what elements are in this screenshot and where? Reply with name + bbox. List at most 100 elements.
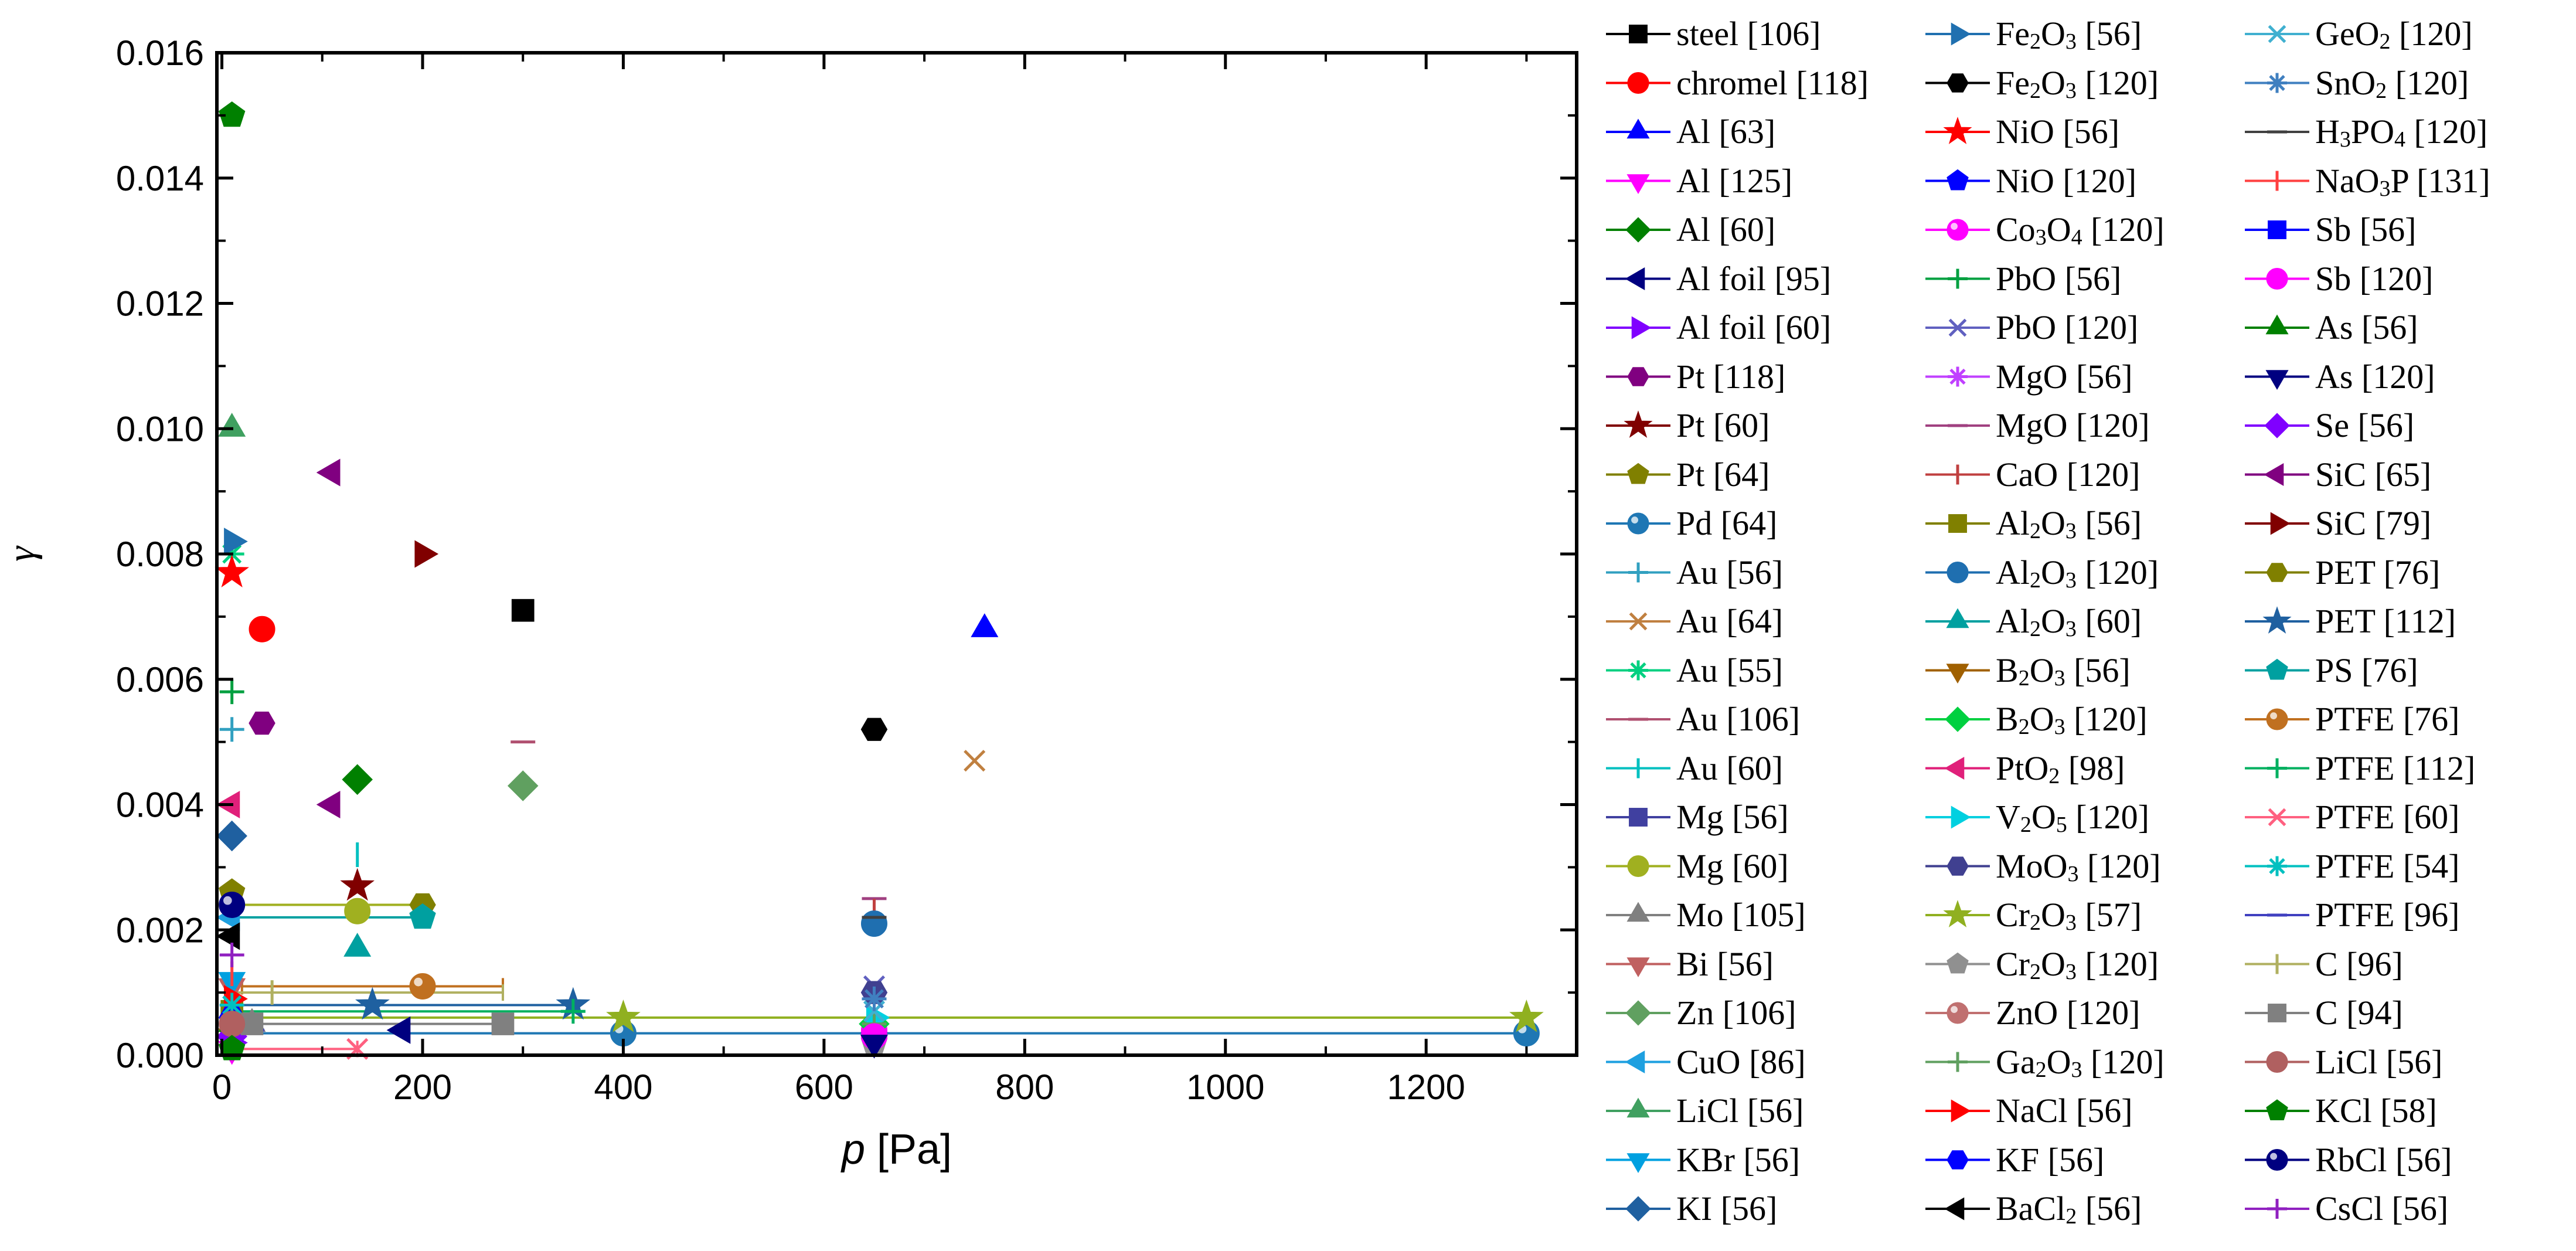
legend-label: Mg [56]	[1676, 798, 1789, 836]
legend-marker	[2264, 463, 2284, 487]
legend-label: chromel [118]	[1676, 63, 1869, 102]
legend-label: CaO [120]	[1996, 455, 2141, 494]
legend-item: B2O3 [56]	[1925, 651, 2131, 689]
legend-marker	[1948, 1052, 1968, 1072]
legend-marker	[2262, 606, 2292, 634]
legend-marker	[1627, 855, 1649, 877]
legend-marker	[1948, 366, 1968, 387]
data-point	[511, 599, 535, 622]
legend-marker	[2265, 370, 2289, 390]
legend-label: PTFE [96]	[2315, 896, 2460, 934]
legend-item: Cr2O3 [57]	[1925, 896, 2142, 935]
legend-marker	[1627, 367, 1649, 386]
legend-item: RbCl [56]	[2245, 1140, 2452, 1179]
legend-label: V2O5 [120]	[1996, 798, 2149, 837]
legend-label: Al [125]	[1676, 161, 1793, 200]
legend-marker	[1624, 410, 1653, 438]
legend-item: PTFE [96]	[2245, 896, 2460, 934]
legend-item: MoO3 [120]	[1925, 847, 2161, 886]
legend-item: Pt [60]	[1606, 406, 1770, 444]
data-point	[219, 943, 244, 967]
legend-label: Ga2O3 [120]	[1996, 1042, 2165, 1082]
legend-item: MgO [120]	[1925, 406, 2150, 444]
legend-item: PTFE [112]	[2245, 749, 2476, 787]
legend-item: PbO [56]	[1925, 260, 2121, 298]
legend-marker	[1947, 1002, 1969, 1024]
legend-label: C [94]	[2315, 994, 2403, 1032]
legend-marker	[2266, 268, 2288, 290]
data-point	[218, 413, 246, 437]
data-point	[219, 717, 244, 742]
x-tick-label: 200	[393, 1068, 452, 1107]
legend-label: Al [60]	[1676, 210, 1776, 249]
legend-label: Sb [120]	[2315, 259, 2434, 298]
legend-item: Pd [64]	[1606, 504, 1777, 542]
legend-label: SiC [79]	[2315, 504, 2432, 542]
legend-marker	[1948, 268, 1968, 289]
legend-marker	[2267, 758, 2287, 779]
data-point	[862, 986, 887, 1011]
legend-label: MoO3 [120]	[1996, 847, 2161, 886]
legend-marker	[2266, 1149, 2288, 1171]
legend-marker	[1625, 267, 1645, 291]
data-points	[215, 101, 1544, 1065]
legend-item: SnO2 [120]	[2245, 64, 2469, 102]
legend-item: C [96]	[2245, 944, 2403, 983]
legend-item: steel [106]	[1606, 15, 1821, 53]
data-point	[507, 770, 539, 801]
legend-label: LiCl [56]	[2315, 1042, 2443, 1081]
legend-marker	[1626, 1097, 1650, 1118]
legend-item: C [94]	[2245, 994, 2403, 1032]
legend-label: PTFE [76]	[2315, 700, 2460, 738]
data-point	[249, 616, 275, 643]
legend-label: GeO2 [120]	[2315, 15, 2473, 54]
legend-marker	[1947, 73, 1969, 93]
legend-label: Al foil [60]	[1676, 308, 1832, 346]
legend-item: Cr2O3 [120]	[1925, 945, 2159, 983]
legend-label: Au [56]	[1676, 553, 1784, 591]
legend-item: NaO3P [131]	[2245, 162, 2490, 200]
data-point	[316, 458, 341, 487]
legend-marker	[1951, 1099, 1971, 1123]
legend-label: Mg [60]	[1676, 847, 1789, 885]
legend-label: CsCl [56]	[2315, 1189, 2449, 1228]
legend-item: Au [60]	[1606, 749, 1783, 787]
legend-item: Mo [105]	[1606, 896, 1806, 934]
legend-label: Al2O3 [60]	[1996, 602, 2142, 641]
legend-label: NiO [120]	[1996, 161, 2137, 200]
legend-marker	[2266, 658, 2288, 680]
legend-label: ZnO [120]	[1996, 994, 2141, 1032]
legend-marker	[1947, 1150, 1969, 1170]
legend-label: PTFE [112]	[2315, 749, 2476, 787]
y-tick-label: 0.008	[116, 535, 204, 574]
legend-label: SiC [65]	[2315, 455, 2432, 494]
data-point	[606, 1000, 641, 1032]
legend-label: Se [56]	[2315, 406, 2415, 444]
legend-label: Al [63]	[1676, 113, 1776, 151]
legend-marker	[1627, 512, 1649, 535]
legend-item: As [56]	[2245, 308, 2418, 346]
legend-item: CuO [86]	[1606, 1043, 1806, 1081]
data-point	[964, 750, 986, 772]
legend-item: NiO [56]	[1925, 113, 2119, 151]
legend-label: Au [55]	[1676, 651, 1784, 689]
legend-marker	[2267, 73, 2287, 93]
legend-label: Fe2O3 [56]	[1996, 15, 2142, 54]
legend-item: Sb [56]	[2245, 210, 2416, 249]
legend-label: steel [106]	[1676, 15, 1821, 53]
legend-marker	[2268, 220, 2286, 239]
legend-marker	[1627, 72, 1649, 94]
legend-item: B2O3 [120]	[1925, 700, 2148, 738]
legend-label: KI [56]	[1676, 1189, 1778, 1228]
y-tick-label: 0.012	[116, 284, 204, 324]
data-point	[386, 1016, 411, 1044]
legend-label: MgO [56]	[1996, 357, 2133, 396]
legend-label: MgO [120]	[1996, 406, 2150, 444]
legend-item: Bi [56]	[1606, 945, 1774, 983]
data-point	[216, 820, 247, 852]
y-tick-label: 0.006	[116, 660, 204, 699]
legend-label: Cr2O3 [57]	[1996, 896, 2142, 935]
legend-label: RbCl [56]	[2315, 1140, 2452, 1179]
legend-label: C [96]	[2315, 944, 2403, 983]
